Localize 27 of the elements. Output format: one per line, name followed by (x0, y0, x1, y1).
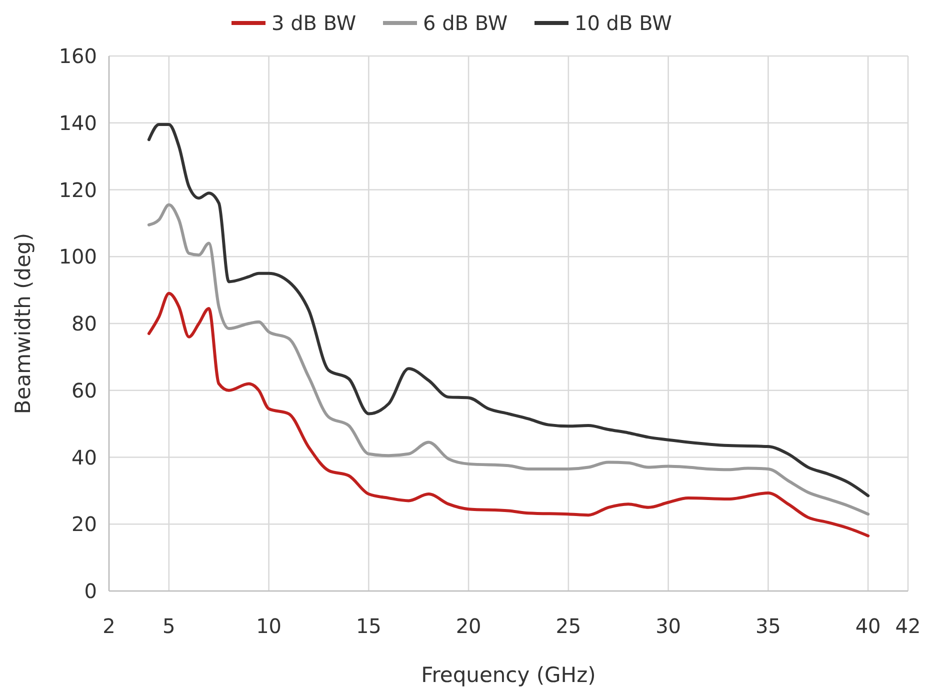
line-series (147, 123, 870, 498)
y-tick-label: 160 (58, 44, 97, 68)
y-tick-label: 100 (58, 244, 97, 269)
x-tick-label: 25 (556, 614, 582, 638)
y-axis-title: Beamwidth (deg) (11, 232, 35, 414)
x-tick-label: 35 (755, 614, 781, 638)
x-axis-title: Frequency (GHz) (421, 663, 596, 687)
x-tick-label: 15 (356, 614, 382, 638)
y-tick-label: 140 (58, 110, 97, 135)
y-tick-label: 60 (72, 378, 97, 402)
y-tick-label: 0 (84, 579, 97, 603)
legend-label: 6 dB BW (423, 11, 508, 35)
x-tick-label: 10 (256, 614, 282, 638)
x-tick-label: 40 (855, 614, 881, 638)
y-tick-label: 120 (58, 178, 97, 202)
x-tick-label: 42 (895, 614, 921, 638)
y-tick-label: 80 (72, 312, 97, 336)
y-tick-label: 40 (72, 445, 97, 470)
x-tick-label: 20 (456, 614, 482, 638)
x-tick-label: 2 (102, 614, 116, 638)
legend-label: 10 dB BW (574, 11, 672, 35)
x-tick-label: 30 (656, 614, 682, 638)
y-tick-label: 20 (72, 512, 97, 536)
legend-label: 3 dB BW (272, 11, 356, 35)
line-series (147, 292, 870, 538)
x-tick-label: 5 (162, 614, 176, 638)
line-series (147, 203, 870, 516)
